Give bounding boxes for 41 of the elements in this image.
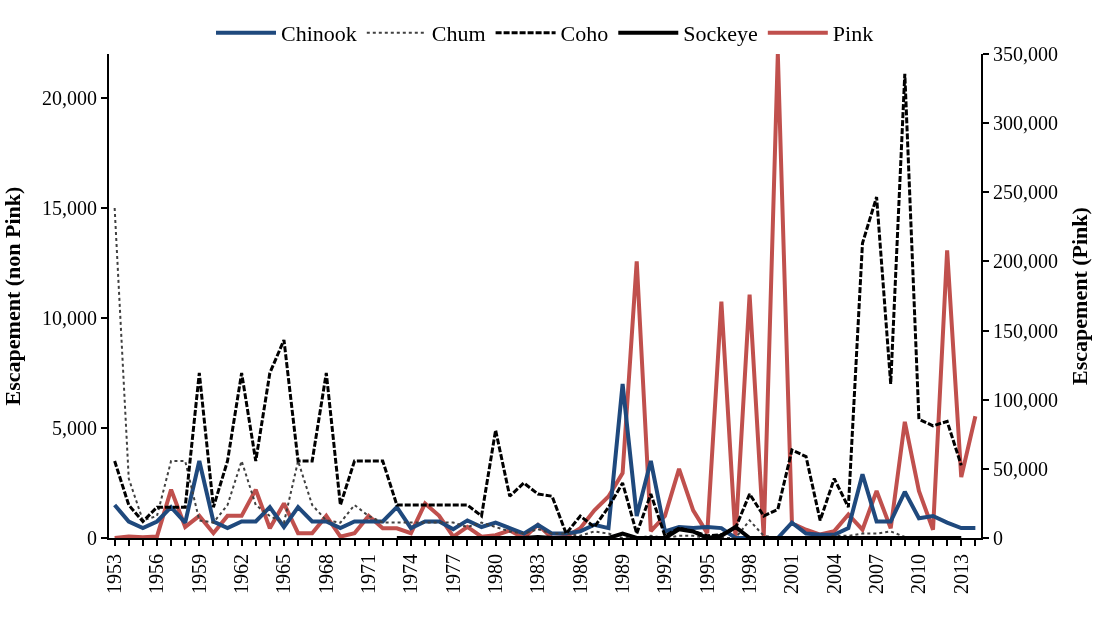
- y-axis-title: Escapement (non Pink): [0, 186, 26, 406]
- x-tick-label: 2007: [865, 554, 888, 594]
- y2-tick-label: 0: [993, 527, 1003, 549]
- y2-axis-title: Escapement (Pink): [1067, 207, 1093, 385]
- y2-tick-label: 50,000: [993, 457, 1048, 480]
- x-tick-label: 1968: [314, 554, 337, 594]
- x-tick-label: 1953: [103, 554, 126, 594]
- y2-tick-label: 300,000: [993, 112, 1058, 135]
- x-tick-label: 1965: [272, 554, 295, 594]
- x-tick-label: 1971: [357, 554, 380, 594]
- x-tick-label: 1995: [695, 554, 718, 594]
- legend-label: Pink: [832, 21, 874, 47]
- x-tick-label: 1980: [484, 554, 507, 594]
- y2-tick-label: 100,000: [993, 388, 1058, 411]
- x-tick-label: 1992: [653, 554, 676, 594]
- legend-label: Coho: [560, 21, 609, 47]
- x-tick-label: 1998: [738, 554, 761, 594]
- y-tick-label: 20,000: [42, 87, 97, 109]
- legend-label: Sockeye: [683, 21, 758, 47]
- legend-label: Chum: [431, 21, 486, 47]
- x-tick-label: 2010: [907, 554, 930, 594]
- y-tick-label: 5,000: [52, 417, 97, 439]
- x-tick-label: 2001: [780, 554, 803, 594]
- x-tick-label: 1962: [230, 554, 253, 594]
- x-tick-label: 1956: [145, 554, 168, 594]
- x-tick-label: 1989: [611, 554, 634, 594]
- y-tick-label: 15,000: [42, 197, 97, 219]
- y-tick-label: 10,000: [42, 307, 97, 329]
- x-tick-label: 1974: [399, 554, 422, 594]
- x-tick-label: 1983: [526, 554, 549, 594]
- x-tick-label: 1986: [568, 554, 591, 594]
- y2-tick-label: 350,000: [993, 43, 1058, 65]
- x-tick-label: 1959: [187, 554, 210, 594]
- y-tick-label: 0: [87, 527, 97, 549]
- x-tick-label: 1977: [441, 554, 464, 594]
- y2-tick-label: 150,000: [993, 319, 1058, 342]
- y2-tick-label: 200,000: [993, 250, 1058, 273]
- x-tick-label: 2013: [949, 554, 972, 594]
- legend-label: Chinook: [281, 21, 357, 47]
- y2-tick-label: 250,000: [993, 181, 1058, 204]
- x-tick-label: 2004: [822, 554, 845, 594]
